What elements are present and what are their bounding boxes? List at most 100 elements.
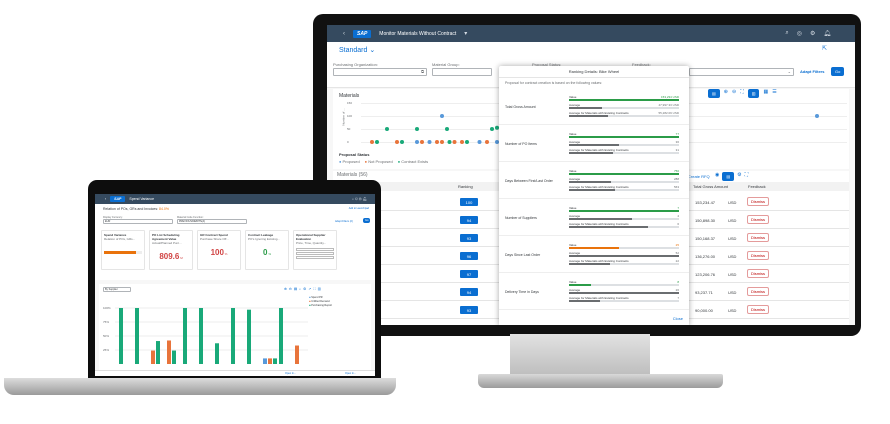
bar[interactable] <box>231 308 235 364</box>
column-ranking[interactable]: Ranking <box>458 184 473 189</box>
scatter-point[interactable] <box>495 140 499 144</box>
shell-icons[interactable]: ⌕ ◎ ⚙ 🔔︎ <box>352 197 367 201</box>
bar[interactable] <box>167 340 171 364</box>
column-feedback[interactable]: Feedback <box>748 184 766 189</box>
zoom-out-icon[interactable]: ⊖ <box>731 89 737 95</box>
kpi-tile[interactable]: Contract Leakage PO's Ignoring Existing..… <box>245 230 289 270</box>
display-currency-input[interactable]: EUR <box>103 219 173 224</box>
ranking-badge[interactable]: 94 <box>460 216 478 224</box>
scatter-point[interactable] <box>445 127 449 131</box>
scatter-point[interactable] <box>415 140 419 144</box>
fullscreen-icon[interactable]: ⛶ <box>740 89 744 95</box>
dismiss-button[interactable]: Dismiss <box>747 305 769 314</box>
scatter-point[interactable] <box>485 140 489 144</box>
scatter-point[interactable] <box>415 127 419 131</box>
dismiss-button[interactable]: Dismiss <box>747 197 769 206</box>
ranking-badge[interactable]: 94 <box>460 288 478 296</box>
dismiss-button[interactable]: Dismiss <box>747 287 769 296</box>
bar[interactable] <box>279 308 283 364</box>
notification-icon[interactable]: 🔔︎ <box>823 31 831 37</box>
fullscreen-icon[interactable]: ⛶ <box>744 172 749 178</box>
back-icon[interactable]: ‹ <box>105 197 107 201</box>
share-icon[interactable]: ⇱ <box>822 46 828 52</box>
scatter-point[interactable] <box>395 140 399 144</box>
kpi-tile[interactable]: GR Contract Spend Purchase Share Off... 10… <box>197 230 241 270</box>
bar[interactable] <box>172 350 176 364</box>
chevron-down-icon[interactable]: ▾ <box>464 31 468 37</box>
scatter-point[interactable] <box>460 140 464 144</box>
create-rfq-button[interactable]: Create RFQ <box>688 174 710 179</box>
scatter-point[interactable] <box>495 125 499 130</box>
scatter-point[interactable] <box>440 140 444 144</box>
kpi-tile[interactable]: Operational Supplier Evaluation Price, Ti… <box>293 230 337 270</box>
scatter-point[interactable] <box>420 140 424 144</box>
value-help-icon[interactable]: ⧉ <box>421 69 424 74</box>
help-icon[interactable]: ◎ <box>796 31 802 37</box>
scatter-point[interactable] <box>370 140 374 144</box>
open-in-button[interactable]: Open In... <box>285 372 296 375</box>
bar-chart-icon[interactable]: ▦ <box>763 89 769 95</box>
bar[interactable] <box>247 309 251 364</box>
material-group-input[interactable] <box>432 68 492 76</box>
legend-item[interactable]: ■ Purchasing Report <box>309 304 332 307</box>
scatter-point[interactable] <box>385 127 389 131</box>
adapt-filters-button[interactable]: Adapt Filters (2) <box>335 220 353 223</box>
dismiss-button[interactable]: Dismiss <box>747 233 769 242</box>
chart-toolbar-icons[interactable]: ⊕⊖▤⌕⚙↗⛶▥ <box>284 287 323 291</box>
app-title[interactable]: Monitor Materials Without Contract <box>379 30 457 37</box>
scatter-point[interactable] <box>440 114 444 118</box>
open-in-button[interactable]: Open In... <box>345 372 356 375</box>
legend-item-not-proposed[interactable]: ● Not Proposed <box>364 159 393 164</box>
bar[interactable] <box>273 358 277 364</box>
settings-icon[interactable]: ⚙ <box>809 31 816 37</box>
bar[interactable] <box>199 308 203 364</box>
scatter-point[interactable] <box>815 114 819 118</box>
ranking-badge[interactable]: 93 <box>460 306 478 314</box>
table-view-icon[interactable]: ☰ <box>772 89 777 95</box>
ranking-badge[interactable]: 97 <box>460 270 478 278</box>
feedback-select[interactable]: ⌄ <box>689 68 794 76</box>
scatter-point[interactable] <box>465 140 469 144</box>
close-button[interactable]: Close <box>672 316 683 321</box>
scatter-point[interactable] <box>490 127 494 131</box>
search-icon[interactable]: ⌕ <box>785 30 789 36</box>
scatter-point[interactable] <box>427 140 432 144</box>
scatter-point[interactable] <box>435 140 439 144</box>
ranking-badge[interactable]: 93 <box>460 234 478 242</box>
dismiss-button[interactable]: Dismiss <box>747 215 769 224</box>
purchasing-org-input[interactable]: ⧉ <box>333 68 427 76</box>
go-button[interactable]: Go <box>363 218 371 223</box>
show-details-icon[interactable]: ◉ <box>715 172 720 178</box>
column-total-gross-amount[interactable]: Total Gross Amount <box>693 184 728 189</box>
kpi-tile[interactable]: PO List Scheduling Agreement Value Actual… <box>149 230 193 270</box>
legend-item-proposed[interactable]: ● Proposed <box>339 159 360 164</box>
bar[interactable] <box>268 358 272 364</box>
scatter-point[interactable] <box>452 140 457 144</box>
bar[interactable] <box>263 358 267 364</box>
bar[interactable] <box>295 345 299 364</box>
zoom-in-icon[interactable]: ⊕ <box>723 89 728 95</box>
scatter-point[interactable] <box>375 140 379 144</box>
legend-item-contract-exists[interactable]: ● Contract Exists <box>397 159 429 164</box>
bar[interactable] <box>183 308 187 364</box>
material-code-input[interactable]: PREVIOUS/DEBITS(A) <box>177 219 247 224</box>
group-by-select[interactable]: By Supplier <box>103 287 131 292</box>
legend-item[interactable]: ■ Spend PR <box>309 296 323 299</box>
bar[interactable] <box>215 343 219 364</box>
dismiss-button[interactable]: Dismiss <box>747 251 769 260</box>
bar[interactable] <box>156 341 160 364</box>
app-title[interactable]: Spend Variance <box>129 197 155 201</box>
legend-item[interactable]: ■ Unfilled Demand <box>309 300 330 303</box>
back-icon[interactable]: ‹ <box>343 30 345 37</box>
scatter-point[interactable] <box>400 140 404 144</box>
add-to-launchpad-link[interactable]: Add to Launchpad <box>348 207 369 210</box>
go-button[interactable]: Go <box>831 67 845 76</box>
scatter-point[interactable] <box>477 140 482 144</box>
bar[interactable] <box>119 308 123 364</box>
scatter-point[interactable] <box>447 140 452 144</box>
ranking-badge[interactable]: 96 <box>460 252 478 260</box>
kpi-tile[interactable]: Spend Variance Relation of POs, GRs... <box>101 230 145 270</box>
variant-selector[interactable]: Standard ⌄ <box>339 46 375 54</box>
chart-view-icon[interactable]: ▥ <box>747 89 760 98</box>
ranking-badge[interactable]: 100 <box>460 198 478 206</box>
